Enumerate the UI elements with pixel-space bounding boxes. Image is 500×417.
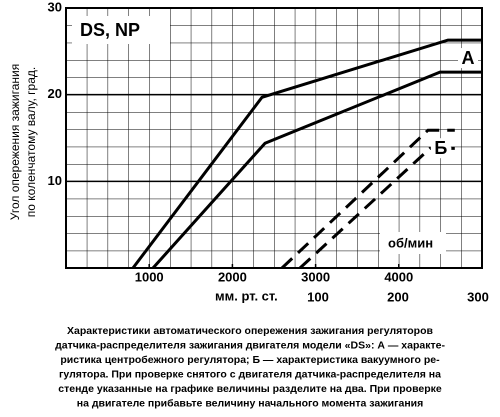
- line: [131, 38, 482, 269]
- caption-line: датчика-распределителя зажигания двигате…: [55, 339, 445, 351]
- y-tick-label: 30: [48, 0, 62, 14]
- chart-title: DS, NP: [80, 20, 140, 40]
- x2-axis-label: мм. рт. ст.: [215, 288, 278, 303]
- x2-tick-label: 200: [387, 289, 409, 304]
- line: [151, 70, 482, 270]
- caption-line: Характеристики автоматического опережени…: [67, 325, 433, 337]
- marks: [66, 7, 482, 270]
- x2-tick-label: 300: [467, 289, 489, 304]
- series-label: Б: [434, 138, 447, 158]
- caption-line: гулятора. При проверке снятого с двигате…: [59, 368, 441, 380]
- label-box: [430, 138, 451, 159]
- dashed-line: [280, 128, 455, 270]
- series-label: А: [462, 48, 475, 68]
- caption-line: ристика центробежного регулятора; Б — ха…: [60, 354, 440, 366]
- x-tick-label: 1000: [135, 269, 164, 284]
- y-tick-label: 10: [48, 173, 62, 188]
- x-tick-label: 2000: [218, 269, 247, 284]
- y-axis-label: по коленчатому валу, град.: [24, 67, 38, 217]
- title-box: [72, 16, 170, 44]
- y-tick-label: 20: [48, 86, 62, 101]
- dashed-line: [298, 146, 455, 270]
- x-tick-label: 3000: [301, 269, 330, 284]
- x2-tick-label: 100: [307, 289, 329, 304]
- label-box: [458, 48, 478, 69]
- x-tick-label: 4000: [384, 269, 413, 284]
- caption-line: стенде указанные на графике величины раз…: [58, 383, 442, 395]
- y-axis-label: Угол опережения зажигания: [8, 64, 22, 220]
- caption-line: на двигателе прибавьте величину начально…: [77, 397, 424, 409]
- unit-box: [380, 232, 446, 254]
- x-axis-label: об/мин: [388, 235, 433, 250]
